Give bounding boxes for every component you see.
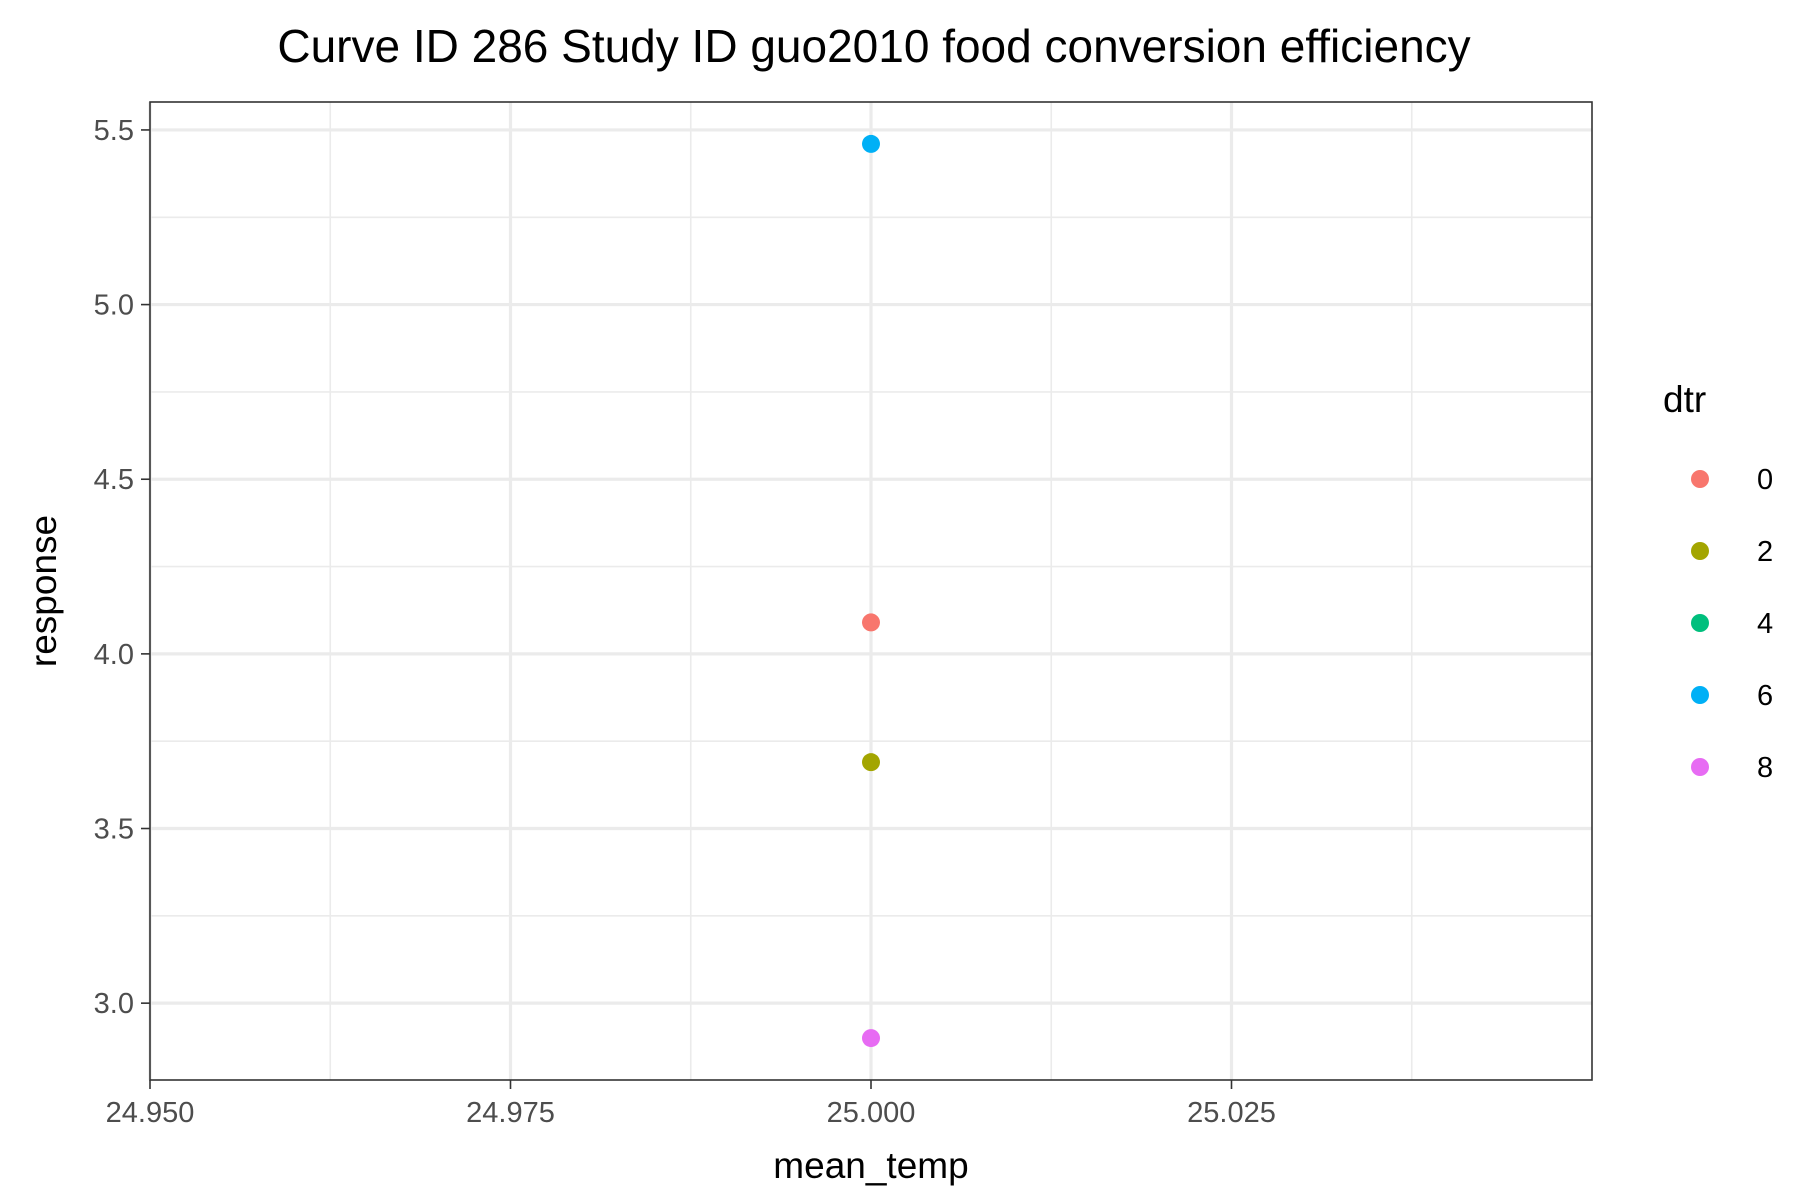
legend-label-2: 2 (1757, 536, 1773, 568)
legend-key-0 (1691, 470, 1709, 488)
legend-key-6 (1691, 686, 1709, 704)
data-points (862, 134, 880, 1048)
legend-key-2 (1691, 542, 1709, 560)
y-tick-label: 3.5 (94, 814, 134, 846)
y-tick-label: 4.0 (94, 639, 134, 671)
data-point-dtr-6 (862, 134, 880, 153)
x-tick-label: 25.000 (827, 1097, 916, 1129)
legend-label-4: 4 (1757, 608, 1773, 640)
legend-key-4 (1691, 614, 1709, 632)
legend-label-0: 0 (1757, 464, 1773, 496)
legend-label-6: 6 (1757, 680, 1773, 712)
data-point-dtr-8 (862, 1029, 880, 1048)
y-tick-label: 3.0 (94, 988, 134, 1020)
y-tick-label: 4.5 (94, 464, 134, 496)
legend-title: dtr (1663, 379, 1706, 420)
x-axis-ticks: 24.950 24.975 25.000 25.025 (106, 1080, 1276, 1129)
y-tick-label: 5.0 (94, 290, 134, 322)
data-point-dtr-0 (862, 613, 880, 632)
legend-label-8: 8 (1757, 752, 1773, 784)
legend-key-8 (1691, 758, 1709, 776)
y-tick-label: 5.5 (94, 115, 134, 147)
y-axis-title: response (23, 515, 64, 667)
x-tick-label: 24.975 (466, 1097, 555, 1129)
data-point-dtr-2 (862, 753, 880, 772)
x-tick-label: 24.950 (106, 1097, 195, 1129)
x-tick-label: 25.025 (1187, 1097, 1276, 1129)
chart-title: Curve ID 286 Study ID guo2010 food conve… (277, 20, 1470, 72)
x-axis-title: mean_temp (773, 1145, 968, 1186)
y-axis-ticks: 3.0 3.5 4.0 4.5 5.0 5.5 (94, 115, 150, 1020)
legend: dtr 0 2 4 6 8 (1663, 379, 1773, 784)
